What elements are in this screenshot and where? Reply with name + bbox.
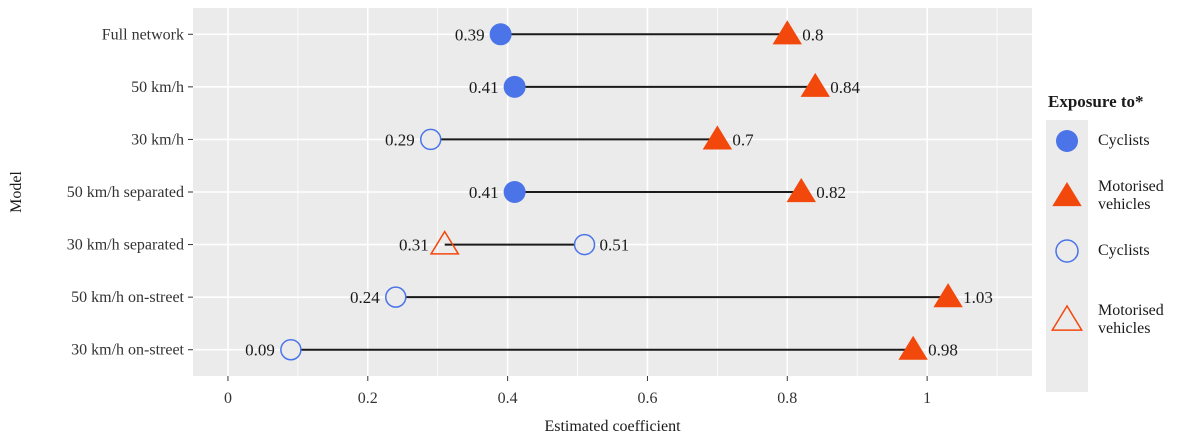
motorised-point (772, 20, 802, 45)
y-tick-label: 30 km/h on-street (71, 342, 184, 359)
legend-label: Cyclists (1098, 242, 1150, 259)
motorised-point (933, 283, 963, 308)
legend-circle-icon (1055, 239, 1079, 263)
legend-triangle-icon (1050, 304, 1084, 331)
legend-key-background (1046, 120, 1088, 392)
legend-item: Motorised vehicles (1046, 164, 1176, 228)
legend-item: Cyclists (1046, 230, 1176, 272)
x-tick-label: 1 (923, 390, 931, 407)
cyclists-point (419, 128, 442, 151)
motorised-point (429, 230, 460, 255)
legend-label: Cyclists (1098, 132, 1150, 149)
x-tick-label: 0.4 (498, 390, 518, 407)
legend-label: Motorised vehicles (1098, 302, 1164, 337)
data-marks: 0.39 0.8 0.41 0.84 0.29 0.7 0.41 0.82 0.31 0.51 0.… (245, 20, 993, 361)
legend-label: Motorised vehicles (1098, 178, 1164, 213)
data-label: 0.29 (385, 130, 415, 149)
legend-marker (1050, 304, 1084, 331)
data-label: 0.51 (600, 236, 630, 255)
data-label: 1.03 (963, 288, 993, 307)
motorised-point (898, 335, 928, 360)
x-axis: 0 0.2 0.4 0.6 0.8 1 (224, 376, 931, 407)
cyclists-point (280, 338, 302, 361)
legend-marker (1055, 239, 1079, 263)
y-axis: Full network 50 km/h 30 km/h 50 km/h separa… (67, 26, 193, 359)
cyclists-point (503, 181, 526, 203)
x-tick-label: 0 (224, 390, 232, 407)
data-label: 0.24 (350, 288, 380, 307)
y-tick-label: 30 km/h separated (67, 237, 184, 254)
data-label: 0.39 (455, 25, 485, 44)
y-tick-label: Full network (102, 26, 184, 43)
y-axis-title: Model (8, 171, 25, 213)
x-tick-label: 0.6 (637, 390, 657, 407)
cyclists-point (503, 75, 526, 98)
data-label: 0.7 (732, 130, 754, 149)
legend-marker (1052, 182, 1082, 207)
data-label: 0.41 (469, 183, 499, 202)
y-tick-label: 50 km/h (131, 79, 184, 96)
data-label: 0.82 (816, 183, 846, 202)
motorised-point (800, 72, 830, 97)
cyclists-point (489, 23, 512, 46)
y-tick-label: 50 km/h on-street (71, 289, 184, 306)
cyclists-point (573, 233, 596, 256)
legend-triangle-icon (1052, 182, 1082, 207)
x-tick-label: 0.2 (358, 390, 378, 407)
data-label: 0.09 (245, 341, 275, 360)
y-tick-label: 50 km/h separated (67, 184, 184, 201)
data-label: 0.84 (830, 78, 860, 97)
legend-circle-icon (1056, 130, 1078, 152)
data-label: 0.31 (399, 236, 429, 255)
motorised-point (702, 125, 733, 150)
legend-marker (1056, 130, 1078, 152)
legend-item: Cyclists (1046, 120, 1176, 162)
legend: Exposure to* Cyclists Motorised vehicles C… (1046, 92, 1176, 392)
cyclists-point (385, 286, 407, 308)
y-tick-label: 30 km/h (131, 131, 184, 148)
legend-title: Exposure to* (1048, 92, 1144, 111)
data-label: 0.41 (469, 78, 499, 97)
motorised-point (786, 178, 816, 203)
x-axis-title: Estimated coefficient (544, 418, 681, 435)
x-tick-label: 0.8 (777, 390, 797, 407)
data-label: 0.98 (928, 341, 958, 360)
legend-item: Motorised vehicles (1046, 288, 1176, 352)
data-label: 0.8 (802, 25, 823, 44)
